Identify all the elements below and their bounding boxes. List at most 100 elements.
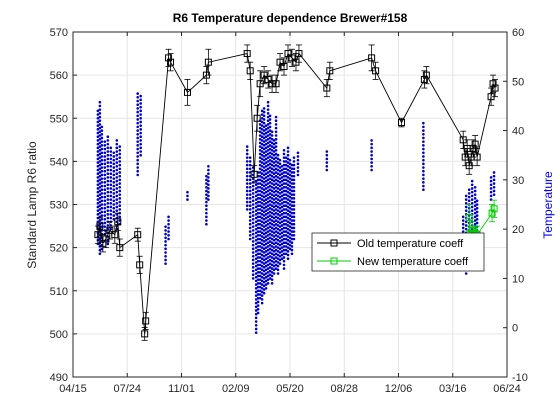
temperature-point	[205, 211, 208, 215]
temperature-point	[278, 203, 282, 206]
temperature-point	[109, 198, 113, 201]
temperature-point	[115, 183, 119, 187]
temperature-point	[268, 136, 272, 140]
temperature-point	[282, 230, 286, 233]
temperature-point	[280, 227, 284, 231]
temperature-point	[272, 224, 276, 227]
temperature-point	[254, 242, 258, 246]
temperature-point	[280, 165, 284, 168]
temperature-point	[290, 171, 294, 174]
temperature-point	[256, 289, 260, 293]
temperature-point	[245, 160, 249, 163]
temperature-point	[254, 235, 258, 238]
temperature-point	[278, 188, 282, 192]
old-coeff-point	[372, 67, 380, 75]
temperature-point	[274, 215, 278, 219]
temperature-point	[270, 152, 274, 156]
temperature-point	[292, 200, 296, 204]
temperature-point	[266, 174, 270, 178]
temperature-point	[264, 238, 268, 242]
temperature-point	[270, 259, 274, 263]
temperature-point	[274, 160, 278, 163]
temperature-point	[282, 248, 286, 252]
temperature-point	[262, 195, 266, 199]
temperature-point	[98, 156, 102, 159]
temperature-point	[266, 204, 270, 208]
temperature-point	[264, 261, 268, 264]
temperature-point	[96, 139, 100, 142]
temperature-point	[282, 197, 286, 200]
temperature-point	[268, 217, 272, 221]
temperature-point	[272, 253, 276, 257]
temperature-point	[264, 227, 268, 231]
temperature-point	[278, 177, 282, 180]
temperature-point	[266, 259, 270, 263]
temperature-point	[112, 210, 116, 214]
temperature-point	[139, 102, 142, 105]
temperature-point	[475, 214, 479, 217]
temperature-point	[276, 187, 280, 190]
temperature-point	[262, 229, 266, 232]
temperature-point	[268, 221, 272, 225]
temperature-point	[268, 114, 272, 118]
temperature-point	[207, 190, 210, 194]
temperature-point	[264, 124, 268, 127]
temperature-point	[264, 142, 268, 146]
temperature-point	[254, 253, 258, 257]
temperature-point	[112, 155, 116, 158]
temperature-point	[270, 185, 274, 189]
temperature-point	[467, 188, 471, 192]
temperature-point	[98, 189, 102, 193]
temperature-point	[270, 189, 274, 193]
temperature-point	[260, 261, 264, 264]
temperature-point	[96, 157, 100, 161]
temperature-point	[139, 142, 142, 146]
temperature-point	[98, 145, 102, 148]
temperature-point	[278, 247, 282, 251]
y-axis-label: Standard Lamp R6 ratio	[25, 141, 39, 269]
temperature-point	[207, 172, 210, 175]
temperature-point	[167, 215, 170, 219]
temperature-point	[262, 251, 266, 254]
temperature-point	[258, 241, 262, 244]
temperature-point	[248, 226, 252, 230]
temperature-point	[207, 187, 210, 190]
temperature-point	[492, 189, 496, 193]
temperature-point	[100, 136, 104, 140]
temperature-point	[272, 235, 276, 238]
temperature-point	[262, 247, 266, 251]
temperature-point	[422, 177, 425, 180]
temperature-point	[262, 132, 266, 136]
temperature-point	[286, 201, 290, 205]
temperature-point	[262, 225, 266, 228]
temperature-point	[258, 174, 262, 178]
temperature-point	[422, 162, 425, 166]
temperature-point	[266, 208, 270, 211]
temperature-point	[96, 135, 100, 139]
temperature-point	[103, 147, 107, 151]
temperature-point	[262, 114, 266, 118]
temperature-point	[260, 120, 264, 124]
temperature-point	[470, 201, 474, 205]
temperature-point	[258, 156, 262, 159]
temperature-point	[258, 189, 262, 193]
temperature-point	[98, 185, 102, 189]
temperature-point	[492, 171, 496, 174]
temperature-point	[112, 181, 116, 184]
temperature-point	[251, 214, 255, 217]
temperature-point	[274, 148, 278, 152]
temperature-point	[280, 235, 284, 238]
temperature-point	[292, 237, 296, 241]
temperature-point	[475, 206, 479, 210]
temperature-point	[278, 184, 282, 188]
temperature-point	[284, 160, 288, 163]
temperature-point	[139, 135, 142, 139]
temperature-point	[274, 234, 278, 237]
legend-box	[311, 232, 485, 272]
temperature-point	[98, 171, 102, 174]
temperature-point	[262, 277, 266, 280]
temperature-point	[276, 257, 280, 261]
temperature-point	[266, 211, 270, 215]
temperature-point	[266, 282, 270, 285]
temperature-point	[325, 150, 329, 153]
